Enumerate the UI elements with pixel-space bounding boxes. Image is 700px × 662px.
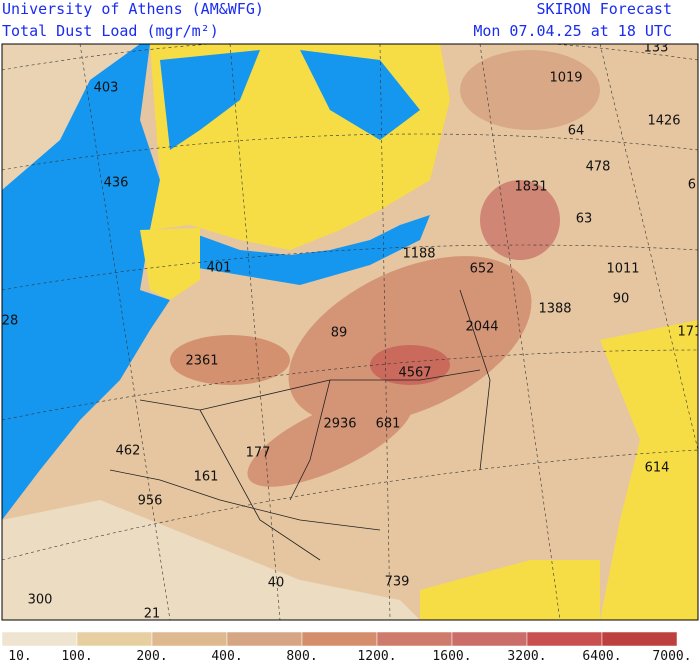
colorbar-label: 1200. [357, 649, 396, 662]
map-value-label: 436 [104, 176, 129, 191]
map-value-label: 1426 [647, 114, 680, 129]
colorbar-label: 800. [286, 649, 317, 662]
map-frame [1, 43, 699, 621]
map-value-label: 2361 [185, 354, 218, 369]
map-value-label: 2936 [323, 417, 356, 432]
map-value-label: 614 [645, 461, 670, 476]
colorbar-swatch [226, 631, 303, 647]
map-value-label: 21 [144, 607, 161, 622]
map-value-label: 133 [644, 41, 669, 56]
variable: Total Dust Load (mgr/m²) [2, 22, 219, 40]
map-value-label: 2044 [465, 320, 498, 335]
map-value-label: 28 [2, 314, 19, 329]
colorbar-swatch [151, 631, 228, 647]
map-value-label: 63 [576, 212, 593, 227]
map-value-label: 300 [28, 593, 53, 608]
map-value-label: 652 [470, 262, 495, 277]
map-value-label: 462 [116, 444, 141, 459]
institution: University of Athens (AM&WFG) [2, 0, 264, 18]
product: SKIRON Forecast [537, 0, 672, 18]
map-value-label: 177 [246, 446, 271, 461]
map-value-label: 161 [194, 470, 219, 485]
map-value-label: 739 [385, 575, 410, 590]
map-value-label: 401 [207, 261, 232, 276]
colorbar-swatch [1, 631, 78, 647]
map-value-label: 1011 [606, 262, 639, 277]
map-value-label: 40 [268, 576, 285, 591]
colorbar-swatch [526, 631, 603, 647]
colorbar-swatch [451, 631, 528, 647]
map-value-label: 1831 [514, 180, 547, 195]
colorbar-label: 10. [8, 649, 31, 662]
map-value-label: 403 [94, 81, 119, 96]
colorbar-label: 6400. [582, 649, 621, 662]
map-value-label: 4567 [398, 366, 431, 381]
map-value-label: 61 [688, 178, 700, 193]
map-value-label: 64 [568, 124, 585, 139]
map [2, 44, 698, 620]
colorbar-swatch [301, 631, 378, 647]
map-value-label: 478 [586, 160, 611, 175]
colorbar-label: 100. [61, 649, 92, 662]
map-value-label: 681 [376, 417, 401, 432]
colorbar-label: 1600. [432, 649, 471, 662]
map-value-label: 1388 [538, 302, 571, 317]
colorbar-label: 7000. [652, 649, 691, 662]
valid-time: Mon 07.04.25 at 18 UTC [473, 22, 672, 40]
colorbar-label: 400. [211, 649, 242, 662]
colorbar-swatch [376, 631, 453, 647]
map-value-label: 956 [138, 494, 163, 509]
map-value-label: 1188 [402, 247, 435, 262]
map-value-label: 89 [331, 326, 348, 341]
colorbar-swatch [601, 631, 678, 647]
colorbar-swatch [76, 631, 153, 647]
colorbar-label: 200. [136, 649, 167, 662]
map-value-label: 1713 [677, 325, 700, 340]
colorbar-label: 3200. [507, 649, 546, 662]
map-value-label: 90 [613, 292, 630, 307]
map-value-label: 1019 [549, 71, 582, 86]
